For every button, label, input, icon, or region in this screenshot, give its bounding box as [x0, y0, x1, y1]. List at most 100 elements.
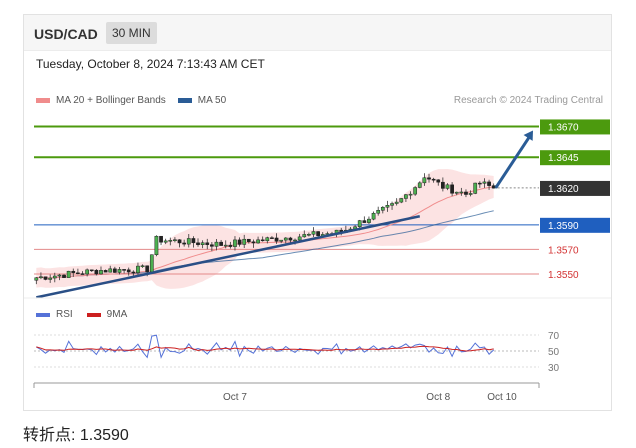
rsi-tick-label: 70 — [548, 331, 560, 342]
level-label: 1.3620 — [548, 184, 579, 195]
candle-body — [422, 177, 427, 184]
candle-body — [242, 238, 247, 245]
candle-body — [260, 239, 265, 242]
candle-body — [279, 239, 284, 242]
pivot-tag — [540, 217, 610, 233]
candle-body — [408, 193, 413, 196]
x-axis: Oct 7 Oct 8 Oct 10 — [33, 382, 540, 403]
candle-body — [94, 269, 99, 275]
candle-body — [464, 191, 468, 195]
candle-body — [85, 269, 89, 275]
price-legend: MA 20 + Bollinger Bands MA 50 — [36, 95, 238, 106]
rsi-ma-line — [36, 345, 494, 352]
legend-rsi-label: RSI — [56, 309, 73, 320]
level-labels: 1.3670 1.3645 1.3620 1.3590 1.3570 1.3550 — [540, 119, 610, 281]
candle-body — [71, 270, 76, 274]
candle-body — [117, 269, 122, 273]
candle-body — [159, 235, 163, 243]
symbol-title: USD/CAD — [34, 26, 98, 42]
rsi-legend: RSI 9MA — [36, 309, 141, 320]
candle-body — [482, 181, 487, 184]
chart-header: USD/CAD 30 MIN — [24, 15, 611, 51]
candle-body — [48, 277, 53, 280]
candle-body — [367, 218, 371, 223]
candle-body — [293, 239, 297, 242]
candle-body — [265, 237, 270, 242]
candle-body — [297, 236, 302, 241]
candle-body — [394, 201, 399, 204]
x-axis-label: Oct 7 — [223, 392, 247, 403]
candle-body — [431, 178, 436, 181]
candle-body — [274, 237, 279, 242]
candle-body — [357, 220, 362, 228]
trendlines — [36, 130, 533, 299]
candle-body — [145, 265, 150, 273]
legend-ma50: MA 50 — [177, 95, 227, 106]
level-label: 1.3670 — [548, 122, 579, 133]
candle-body — [136, 265, 140, 274]
candle-body — [288, 237, 293, 241]
legend-ma20-swatch — [36, 98, 50, 103]
level-label: 1.3645 — [548, 153, 579, 164]
candle-body — [89, 269, 94, 272]
legend-rsi-ma-swatch — [86, 312, 101, 317]
level-label: 1.3590 — [548, 221, 579, 232]
candle-body — [57, 274, 62, 277]
candle-body — [62, 274, 66, 278]
candle-body — [477, 182, 482, 185]
candle-body — [380, 206, 385, 211]
forecast-arrow-shaft — [494, 136, 531, 189]
timeframe-badge[interactable]: 30 MIN — [106, 22, 157, 44]
bollinger-band-area — [36, 169, 494, 289]
candle-body — [103, 270, 108, 273]
candle-body — [371, 212, 376, 220]
candle-body — [140, 265, 145, 268]
candle-body — [311, 231, 316, 235]
candle-body — [163, 240, 168, 243]
candle-body — [122, 269, 126, 271]
candle-body — [99, 270, 103, 275]
candle-body — [76, 272, 80, 275]
candle-body — [251, 241, 256, 244]
candle-body — [436, 179, 441, 183]
support-trendline — [36, 214, 421, 299]
legend-ma20-label: MA 20 + Bollinger Bands — [56, 95, 166, 106]
candle-body — [316, 231, 320, 236]
candle-body — [154, 235, 159, 255]
candle-body — [237, 239, 242, 245]
candle-body — [427, 177, 431, 180]
rsi-tick-label: 30 — [548, 363, 560, 374]
level-label: 1.3550 — [548, 270, 579, 281]
candle-body — [441, 181, 445, 189]
candle-body — [246, 238, 251, 243]
candle-body — [417, 182, 422, 188]
x-axis-label: Oct 10 — [487, 392, 517, 403]
forecast-arrow-head — [523, 130, 533, 141]
candle-body — [80, 273, 85, 275]
candle-body — [450, 184, 454, 194]
candle-body — [191, 238, 196, 244]
candle-body — [376, 210, 381, 214]
candle-body — [468, 193, 473, 195]
candle-body — [399, 198, 404, 203]
legend-ma50-label: MA 50 — [197, 95, 227, 106]
candle-body — [385, 205, 390, 208]
candle-body — [223, 244, 228, 247]
resistance-tag — [540, 150, 610, 166]
x-axis-label: Oct 8 — [426, 392, 450, 403]
candle-body — [177, 239, 182, 244]
candle-body — [182, 242, 187, 245]
level-label: 1.3570 — [548, 245, 579, 256]
legend-rsi-swatch — [36, 312, 50, 317]
candle-body — [302, 234, 307, 238]
candle-body — [219, 241, 223, 246]
candle-body — [270, 237, 274, 239]
candle-body — [487, 181, 491, 186]
rsi-tick-label: 50 — [548, 347, 560, 358]
last-price-tag — [540, 180, 610, 196]
research-credit: Research © 2024 Trading Central — [453, 95, 603, 106]
bollinger-bands — [36, 169, 494, 289]
candle-body — [186, 238, 191, 245]
candle-body — [173, 239, 177, 241]
legend-rsi-ma-label: 9MA — [106, 309, 128, 320]
